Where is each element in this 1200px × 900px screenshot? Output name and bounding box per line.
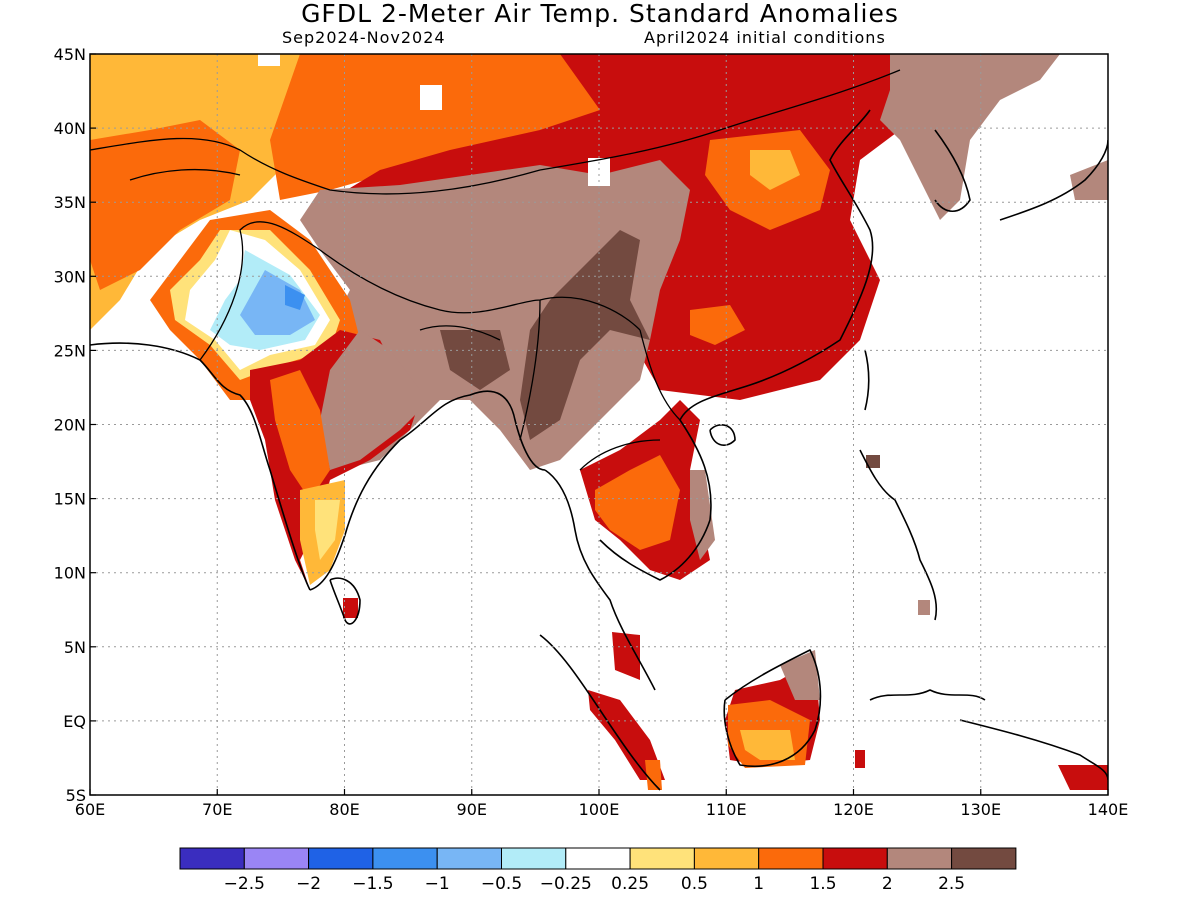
anomaly-region-new-guinea [1058, 765, 1108, 790]
lon-tick-label: 60E [75, 800, 105, 819]
anomaly-region-vietnam-brown [690, 470, 715, 560]
masked-cell [420, 85, 442, 110]
anomaly-region-borneo-brown [780, 650, 820, 700]
anomaly-region-indochina-orange [595, 455, 680, 550]
lat-tick-label: 20N [54, 416, 86, 435]
lat-tick-label: 45N [54, 45, 86, 64]
lat-tick-label: 5N [64, 638, 86, 657]
lon-tick-label: 120E [833, 800, 874, 819]
anomaly-field [90, 54, 1108, 791]
colorbar-label: −2.5 [224, 874, 265, 894]
anomaly-region-celebes [855, 750, 865, 768]
colorbar-swatch [951, 847, 1017, 870]
anomaly-region-east-china-yellow [750, 150, 800, 190]
latitude-axis: 45N 40N 35N 30N 25N 20N 15N 10N 5N EQ 5S [54, 45, 96, 805]
coastlines [90, 109, 1108, 791]
lat-tick-label: 15N [54, 490, 86, 509]
colorbar-label: −1.5 [352, 874, 393, 894]
anomaly-region-japan [1070, 160, 1108, 200]
lon-tick-label: 70E [202, 800, 232, 819]
lat-tick-label: 25N [54, 341, 86, 360]
colorbar-swatch [693, 847, 760, 870]
lon-tick-label: 140E [1088, 800, 1129, 819]
lat-tick-label: 40N [54, 119, 86, 138]
colorbar-swatch [501, 847, 567, 870]
colorbar-label: −2 [296, 874, 321, 894]
anomaly-region-pakistan-darkblue [285, 285, 305, 310]
country-borders [90, 69, 901, 471]
initial-conditions: April2024 initial conditions [644, 28, 886, 47]
lat-tick-label: 10N [54, 564, 86, 583]
longitude-axis: 60E 70E 80E 90E 100E 110E 120E 130E 140E [75, 789, 1129, 819]
colorbar-swatch [308, 847, 374, 870]
colorbar-label: −1 [425, 874, 450, 894]
lat-tick-label: EQ [63, 712, 86, 731]
anomaly-region-se-china-core [690, 305, 745, 345]
lon-tick-label: 90E [457, 800, 487, 819]
lat-tick-label: 35N [54, 193, 86, 212]
lat-tick-label: 30N [54, 267, 86, 286]
colorbar-swatch [179, 847, 245, 870]
masked-cell [588, 158, 610, 186]
lon-tick-label: 130E [960, 800, 1001, 819]
colorbar-swatch [565, 847, 631, 870]
anomaly-region-pakistan-blue [240, 270, 315, 335]
colorbar-label: 0.5 [681, 874, 708, 894]
gridlines [90, 54, 1108, 795]
colorbar-label: −0.25 [540, 874, 592, 894]
anomaly-region-philippines [866, 455, 880, 468]
map-title: GFDL 2-Meter Air Temp. Standard Anomalie… [301, 0, 899, 28]
colorbar: −2.5 −2 −1.5 −1 −0.5 −0.25 0.25 0.5 1 1.5 2 2.5 [179, 847, 1017, 894]
anomaly-region-korea [880, 54, 1060, 220]
colorbar-swatch [758, 847, 824, 870]
forecast-period: Sep2024-Nov2024 [282, 28, 446, 47]
lon-tick-label: 110E [706, 800, 747, 819]
anomaly-region-mindanao [918, 600, 930, 615]
masked-cell [258, 54, 280, 66]
anomaly-region-bangladesh-dark [440, 330, 510, 390]
lon-tick-label: 80E [329, 800, 359, 819]
colorbar-label: 1.5 [809, 874, 836, 894]
anomaly-region-sumatra-orange [645, 760, 662, 790]
anomaly-region-tibet-dark [520, 230, 650, 440]
anomaly-region-south-india-yellow [315, 500, 340, 560]
anomaly-region-borneo-yellow [740, 730, 795, 760]
colorbar-swatch [886, 847, 953, 870]
anomaly-region-central-asia-inner [90, 120, 240, 290]
anomaly-region-india-orange [270, 370, 330, 500]
colorbar-swatch [243, 847, 310, 870]
anomaly-region-sri-lanka [343, 598, 358, 618]
anomaly-region-malay [612, 632, 640, 680]
lat-tick-label: 5S [66, 786, 86, 805]
colorbar-label: 0.25 [611, 874, 649, 894]
anomaly-region-india-brown [320, 330, 430, 470]
colorbar-swatch [822, 847, 888, 870]
colorbar-swatch [436, 847, 503, 870]
colorbar-label: 2 [882, 874, 893, 894]
lon-tick-label: 100E [579, 800, 620, 819]
colorbar-swatch [372, 847, 438, 870]
colorbar-label: 1 [753, 874, 764, 894]
colorbar-label: 2.5 [938, 874, 965, 894]
colorbar-label: −0.5 [481, 874, 522, 894]
colorbar-swatch [629, 847, 695, 870]
anomaly-region-sumatra [588, 690, 665, 780]
